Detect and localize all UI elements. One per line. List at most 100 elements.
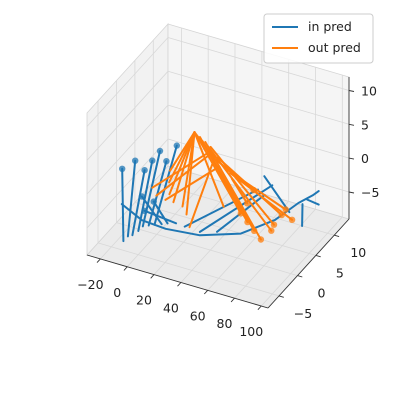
y-axis-tick-label: 10 <box>350 245 366 260</box>
data-point <box>149 157 156 164</box>
data-point <box>278 211 285 219</box>
y-axis-line <box>267 218 350 309</box>
series-line <box>126 159 137 238</box>
z-axis-tick-label: 0 <box>361 151 369 166</box>
x-axis-tick <box>123 266 128 271</box>
z-axis-tick <box>348 157 355 160</box>
grid-line-z <box>86 71 169 161</box>
x-axis-tick <box>203 289 209 295</box>
series-line <box>168 131 196 196</box>
grid-line-z <box>167 37 350 91</box>
data-point <box>141 207 148 214</box>
y-axis-tick-label: 5 <box>336 265 344 280</box>
y-axis-tick <box>278 295 284 298</box>
series-line <box>206 145 273 232</box>
axis-lines <box>86 77 350 309</box>
series-line <box>306 198 320 206</box>
grid-line-z <box>86 104 169 195</box>
y-axis-tick <box>334 234 340 238</box>
data-point <box>268 227 275 234</box>
series-line <box>216 156 283 217</box>
y-axis-tick <box>297 275 303 278</box>
z-axis-tick <box>348 123 355 126</box>
y-axis-tick-label: −5 <box>294 306 312 321</box>
x-axis-line <box>86 254 269 309</box>
y-axis-tick <box>315 254 321 258</box>
series-in-pred <box>119 142 320 243</box>
series-line <box>151 150 211 189</box>
grid-line-z <box>167 70 350 125</box>
series-line <box>131 169 146 237</box>
grid-line-x <box>207 201 289 291</box>
series-line <box>201 140 256 232</box>
legend: in pred out pred <box>263 13 374 64</box>
series-line <box>263 175 291 214</box>
series-line <box>230 177 249 205</box>
x-axis-tick-label: 100 <box>239 324 263 339</box>
grid-line-x <box>261 216 343 307</box>
data-point <box>156 147 164 155</box>
data-point <box>163 158 170 165</box>
series-line <box>140 195 163 226</box>
x-axis-tick-label: 40 <box>163 301 179 316</box>
series-line <box>188 155 216 229</box>
data-point <box>119 165 126 172</box>
z-axis-tick <box>348 191 355 194</box>
series-line <box>141 150 161 228</box>
grid-line-y <box>116 222 298 276</box>
x-axis-tick-label: 0 <box>113 285 121 300</box>
series-line <box>137 159 154 232</box>
data-point <box>244 218 251 226</box>
grid-lines <box>86 27 350 307</box>
data-point <box>250 186 257 194</box>
data-point <box>237 210 244 217</box>
tick-marks <box>96 90 355 311</box>
x-axis-tick <box>96 258 101 263</box>
grid-line-y <box>97 242 280 297</box>
data-point <box>257 236 265 243</box>
series-line <box>164 165 221 201</box>
series-out-pred <box>151 131 296 243</box>
y-axis-tick-label: 0 <box>318 286 326 301</box>
series-line <box>121 167 125 243</box>
x-axis-tick <box>177 282 182 287</box>
data-point <box>251 227 258 234</box>
series-line <box>196 135 242 215</box>
data-point <box>244 200 251 207</box>
x-axis-tick-label: −20 <box>77 277 103 292</box>
grid-line-z <box>86 37 169 127</box>
data-point <box>132 157 139 164</box>
grid-line-z <box>86 138 169 229</box>
z-axis-tick-label: −5 <box>361 185 379 200</box>
legend-label-in-pred: in pred <box>308 19 352 34</box>
grid-line-y <box>134 202 317 256</box>
series-line <box>155 151 214 197</box>
z-axis-tick-label: 5 <box>361 117 369 132</box>
series-line <box>153 144 178 226</box>
data-point <box>282 206 289 213</box>
data-series <box>119 131 320 243</box>
series-line <box>147 160 168 227</box>
data-point <box>141 167 148 174</box>
x-axis-tick <box>150 274 155 279</box>
data-point <box>173 142 180 149</box>
series-line <box>193 131 225 208</box>
data-point <box>138 193 146 200</box>
legend-label-out-pred: out pred <box>308 40 361 55</box>
data-point <box>150 198 157 205</box>
z-axis-tick-label: 10 <box>361 84 377 99</box>
grid-line-z <box>167 138 350 193</box>
data-point <box>288 216 296 223</box>
x-axis-tick-label: 20 <box>136 293 152 308</box>
z-axis-tick <box>348 90 355 92</box>
x-axis-tick <box>230 297 235 303</box>
data-point <box>270 221 278 228</box>
grid-line-z <box>167 104 350 159</box>
x-axis-tick-label: 60 <box>190 308 206 323</box>
series-line <box>143 209 178 225</box>
series-line <box>185 131 196 216</box>
x-axis-tick <box>257 305 262 311</box>
x-axis-tick-label: 80 <box>217 316 233 331</box>
